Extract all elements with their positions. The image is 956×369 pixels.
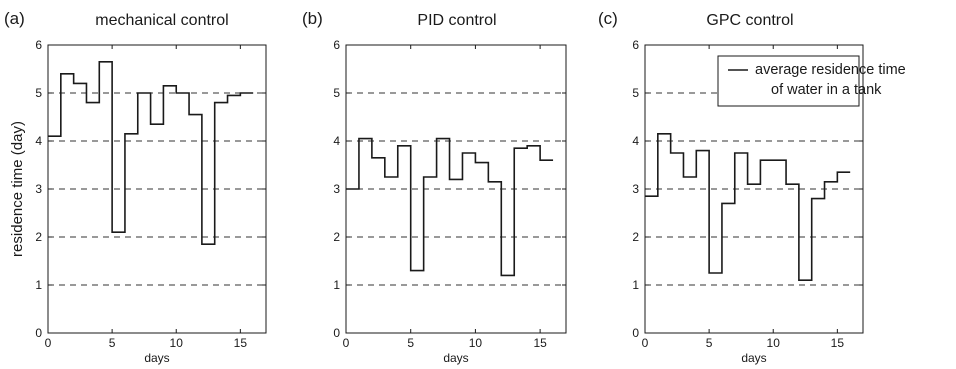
- x-tick-label: 0: [343, 336, 350, 350]
- y-tick-label: 2: [632, 230, 639, 244]
- chart-panel-1: 0 1 2 3 4 5 6 0 5 10 15 days residence time (day) (a)…: [4, 9, 267, 365]
- y-tick-label: 0: [35, 326, 42, 340]
- x-tick-label: 15: [831, 336, 845, 350]
- x-axis-label: days: [741, 351, 766, 365]
- legend-label: average residence time: [755, 62, 906, 78]
- series-line-1: [48, 61, 254, 245]
- y-tick-label: 3: [632, 182, 639, 196]
- y-tick-label: 6: [35, 38, 42, 52]
- y-tick-label: 6: [333, 38, 340, 52]
- x-axis-label: days: [443, 351, 468, 365]
- panel-label: (a): [4, 9, 25, 28]
- series-line-1: [645, 133, 851, 281]
- axes-frame: [47, 44, 267, 334]
- y-tick-label: 1: [632, 278, 639, 292]
- x-tick-label: 10: [170, 336, 184, 350]
- y-tick-label: 4: [333, 134, 340, 148]
- y-tick-label: 3: [333, 182, 340, 196]
- y-tick-label: 0: [632, 326, 639, 340]
- y-tick-label: 1: [333, 278, 340, 292]
- y-tick-label: 0: [333, 326, 340, 340]
- chart-title: GPC control: [706, 12, 793, 29]
- legend-label: of water in a tank: [771, 82, 882, 98]
- panel-label: (b): [302, 9, 323, 28]
- y-tick-label: 1: [35, 278, 42, 292]
- legend: average residence time of water in a tank: [717, 55, 906, 107]
- y-tick-label: 2: [333, 230, 340, 244]
- y-tick-label: 5: [333, 86, 340, 100]
- x-tick-label: 0: [45, 336, 52, 350]
- x-tick-label: 10: [767, 336, 781, 350]
- x-tick-label: 15: [533, 336, 547, 350]
- chart-panel-3: 0 1 2 3 4 5 6 0 5 10 15 days (c) GPC control average r…: [598, 9, 906, 365]
- panel-label: (c): [598, 9, 618, 28]
- y-tick-label: 6: [632, 38, 639, 52]
- y-tick-label: 5: [35, 86, 42, 100]
- series-line-1: [346, 137, 554, 277]
- y-axis-label: residence time (day): [9, 121, 26, 257]
- x-tick-label: 15: [234, 336, 248, 350]
- y-tick-label: 2: [35, 230, 42, 244]
- chart-title: PID control: [417, 12, 496, 29]
- y-tick-label: 3: [35, 182, 42, 196]
- y-tick-label: 5: [632, 86, 639, 100]
- x-tick-label: 0: [642, 336, 649, 350]
- chart-title: mechanical control: [95, 12, 228, 29]
- x-tick-label: 5: [109, 336, 116, 350]
- x-axis-label: days: [144, 351, 169, 365]
- x-tick-label: 5: [407, 336, 414, 350]
- y-tick-label: 4: [632, 134, 639, 148]
- chart-panel-2: 0 1 2 3 4 5 6 0 5 10 15 days (b) PID control: [302, 9, 567, 365]
- x-tick-label: 5: [706, 336, 713, 350]
- legend-box: [717, 55, 860, 107]
- x-tick-label: 10: [469, 336, 483, 350]
- y-tick-label: 4: [35, 134, 42, 148]
